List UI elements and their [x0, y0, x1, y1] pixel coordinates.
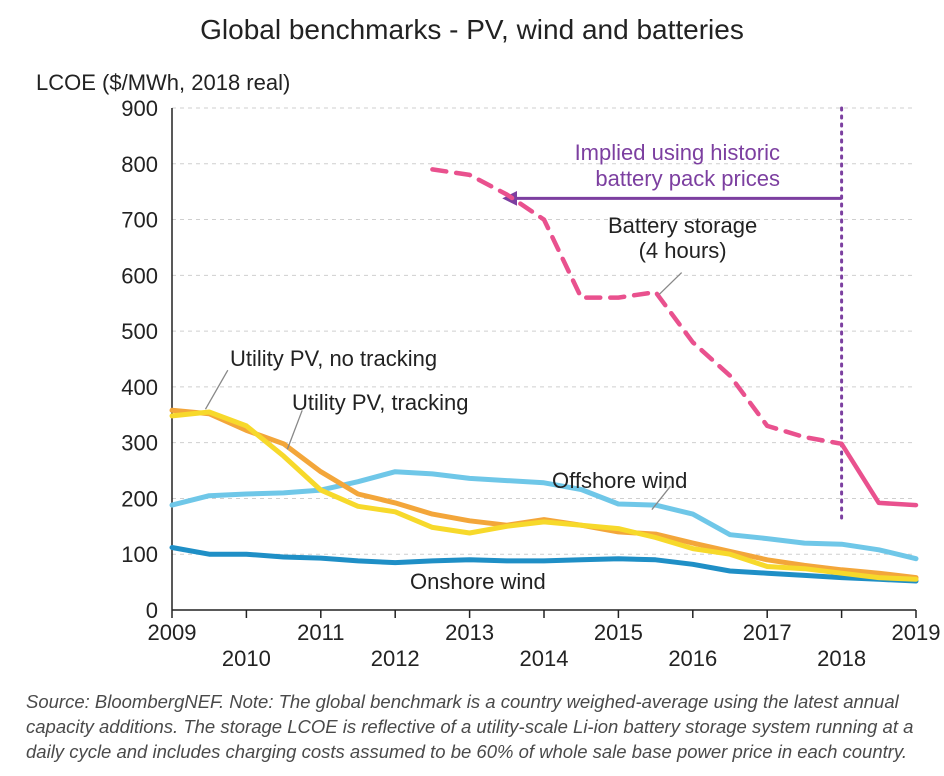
- chart-container: { "title": "Global benchmarks - PV, wind…: [0, 0, 944, 776]
- x-tick-label: 2018: [817, 646, 866, 671]
- series-label-pv-tracking: Utility PV, tracking: [292, 390, 468, 415]
- series-label-battery-line1: Battery storage: [608, 213, 757, 238]
- series-label-onshore-wind: Onshore wind: [410, 569, 546, 594]
- y-tick-label: 400: [121, 375, 158, 400]
- y-tick-label: 200: [121, 486, 158, 511]
- y-tick-label: 600: [121, 263, 158, 288]
- y-tick-label: 100: [121, 542, 158, 567]
- series-battery_storage_implied: [432, 169, 841, 443]
- series-offshore_wind: [172, 472, 916, 559]
- x-tick-label: 2017: [743, 620, 792, 645]
- series-label-battery-line2: (4 hours): [608, 238, 757, 263]
- y-tick-label: 800: [121, 152, 158, 177]
- annotation-battery-note-line2: battery pack prices: [480, 166, 780, 192]
- series-label-pv-no-tracking: Utility PV, no tracking: [230, 346, 437, 371]
- x-tick-label: 2015: [594, 620, 643, 645]
- y-tick-label: 700: [121, 208, 158, 233]
- series-label-offshore-wind: Offshore wind: [552, 468, 687, 493]
- series-label-battery: Battery storage (4 hours): [608, 213, 757, 264]
- x-tick-label: 2013: [445, 620, 494, 645]
- y-tick-label: 900: [121, 96, 158, 121]
- x-tick-label: 2016: [668, 646, 717, 671]
- chart-footnote: Source: BloombergNEF. Note: The global b…: [26, 690, 922, 765]
- series-battery_storage_actual: [842, 444, 916, 505]
- annotation-battery-note: Implied using historic battery pack pric…: [480, 140, 780, 192]
- chart-plot: 0100200300400500600700800900200920102011…: [0, 0, 944, 776]
- y-tick-label: 300: [121, 431, 158, 456]
- x-tick-label: 2012: [371, 646, 420, 671]
- x-tick-label: 2010: [222, 646, 271, 671]
- x-tick-label: 2009: [148, 620, 197, 645]
- annotation-battery-note-line1: Implied using historic: [480, 140, 780, 166]
- x-tick-label: 2011: [297, 620, 344, 645]
- x-tick-label: 2019: [892, 620, 941, 645]
- x-tick-label: 2014: [520, 646, 569, 671]
- y-tick-label: 500: [121, 319, 158, 344]
